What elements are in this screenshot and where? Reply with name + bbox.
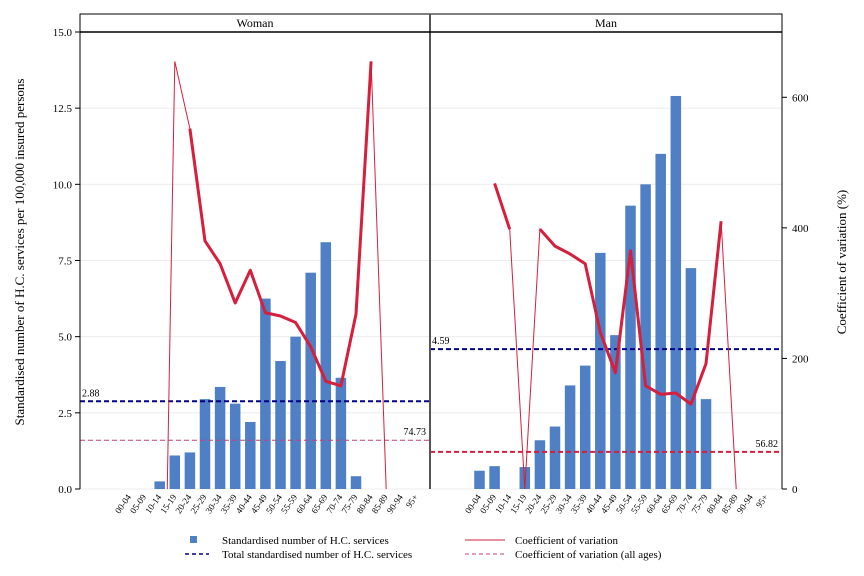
y-axis-label: Standardised number of H.C. services per… <box>12 79 27 426</box>
bar <box>305 272 316 489</box>
bar <box>519 467 531 489</box>
legend-swatch-bars <box>190 536 197 543</box>
x-tick-label: 95+ <box>754 492 770 509</box>
y2-tick-label: 600 <box>792 92 809 104</box>
bar <box>700 399 712 489</box>
y-tick-label: 15.0 <box>53 27 73 39</box>
bar <box>350 476 362 489</box>
bar <box>640 184 651 490</box>
cv-all-label: 74.73 <box>404 427 427 438</box>
bar <box>610 335 621 489</box>
cv-all-label: 56.82 <box>756 439 779 450</box>
bar <box>534 440 546 489</box>
y-tick-label: 5.0 <box>58 332 72 344</box>
y2-tick-label: 0 <box>792 484 798 496</box>
axes: 0.0 2.5 5.0 7.5 10.0 12.5 15.0 0 200 400 600 <box>53 14 809 496</box>
total-label: 2.88 <box>82 388 100 399</box>
bar <box>474 470 485 489</box>
legend: Standardised number of H.C. services Coef… <box>185 535 662 561</box>
y2-tick-label: 400 <box>792 223 809 235</box>
cv-line <box>538 221 723 406</box>
bar <box>199 399 211 489</box>
bar <box>579 365 591 489</box>
legend-label: Coefficient of variation (all ages) <box>515 549 662 561</box>
bar <box>154 481 165 489</box>
bar <box>595 252 606 489</box>
bar <box>214 386 226 489</box>
bar <box>670 95 682 489</box>
panel-woman: Woman2.8874.7300-0405-0910-1415-1920-242… <box>79 13 431 515</box>
cv-line <box>188 61 373 388</box>
bar <box>245 421 256 489</box>
legend-label: Coefficient of variation <box>515 535 619 547</box>
bar <box>260 298 271 489</box>
y-tick-label: 2.5 <box>58 408 72 420</box>
y2-axis-label: Coefficient of variation (%) <box>834 190 849 335</box>
panel-title: Man <box>595 16 617 30</box>
bar <box>169 455 181 489</box>
bar <box>685 268 697 489</box>
y2-tick-label: 200 <box>792 353 809 365</box>
x-tick-label: 95+ <box>404 492 420 509</box>
y-tick-label: 12.5 <box>53 103 73 115</box>
bar <box>229 403 241 489</box>
panel-title: Woman <box>236 16 273 30</box>
y-tick-label: 10.0 <box>53 179 73 191</box>
y-tick-label: 0.0 <box>58 484 72 496</box>
bar <box>290 336 301 489</box>
panel-man: Man4.5956.8200-0405-0910-1415-1920-2425-… <box>429 13 783 515</box>
x-tick-label: 90-94 <box>735 492 756 515</box>
bar <box>320 242 332 489</box>
cv-line <box>493 182 512 230</box>
bar <box>275 361 286 489</box>
legend-label: Standardised number of H.C. services <box>222 535 389 547</box>
bar <box>489 466 500 489</box>
y-tick-label: 7.5 <box>58 256 72 268</box>
bar <box>655 153 666 489</box>
bar <box>184 452 196 489</box>
panels: Woman2.8874.7300-0405-0910-1415-1920-242… <box>79 13 783 515</box>
bar <box>564 385 576 489</box>
bar <box>625 205 636 489</box>
total-label: 4.59 <box>432 336 450 347</box>
bar <box>549 426 561 489</box>
x-tick-label: 90-94 <box>385 492 406 515</box>
legend-label: Total standardised number of H.C. servic… <box>222 549 412 561</box>
bar <box>335 377 347 489</box>
